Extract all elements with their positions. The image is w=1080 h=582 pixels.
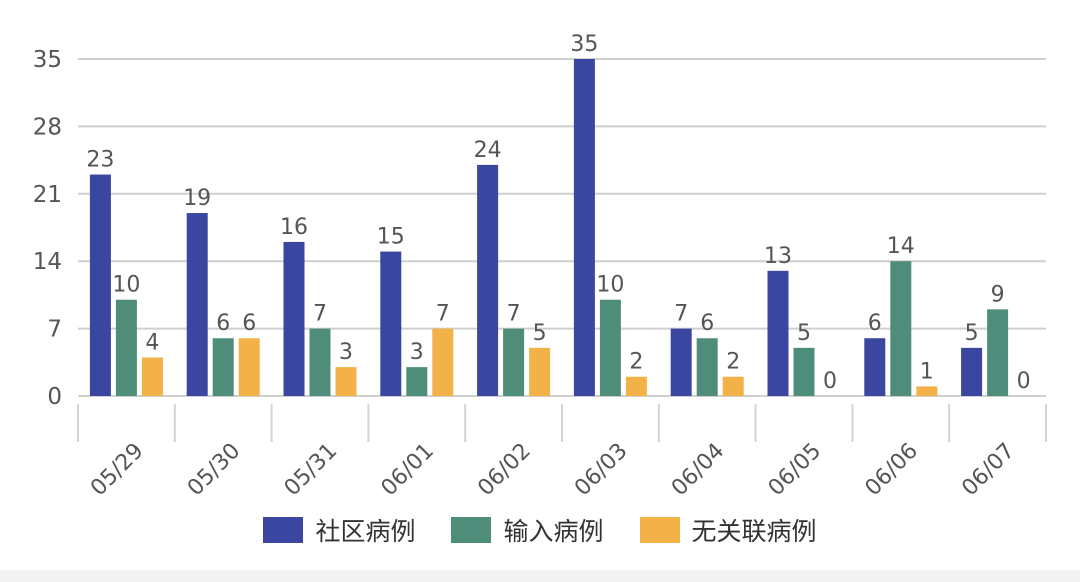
data-label: 19 — [183, 186, 211, 211]
legend-item-imported: 输入病例 — [451, 512, 604, 548]
x-tick-label: 06/07 — [957, 439, 1020, 502]
data-label: 2 — [629, 350, 643, 375]
data-label: 2 — [726, 350, 740, 375]
data-label: 13 — [764, 244, 792, 269]
legend-swatch-community — [263, 517, 304, 543]
data-label: 7 — [313, 302, 327, 327]
data-label: 6 — [216, 311, 230, 336]
bar — [477, 164, 499, 396]
bar — [864, 338, 886, 396]
bar — [89, 174, 111, 396]
legend-swatch-imported — [451, 517, 492, 543]
data-label: 7 — [436, 302, 450, 327]
data-label: 10 — [112, 273, 140, 298]
bar — [987, 309, 1009, 396]
legend-label-community: 社区病例 — [315, 517, 416, 546]
data-label: 5 — [533, 321, 547, 346]
data-label: 5 — [965, 321, 979, 346]
y-tick-label: 21 — [33, 182, 62, 208]
legend-swatch-unlinked — [639, 517, 680, 543]
x-tick-label: 05/31 — [280, 439, 343, 502]
bar — [670, 328, 692, 396]
y-tick-label: 0 — [47, 384, 62, 410]
bar — [793, 347, 815, 396]
data-label: 9 — [991, 282, 1005, 307]
data-label: 6 — [868, 311, 882, 336]
x-tick-label: 06/05 — [764, 439, 827, 502]
bar — [625, 376, 647, 396]
bar — [141, 357, 163, 396]
data-label: 6 — [242, 311, 256, 336]
data-label: 10 — [596, 273, 624, 298]
bar — [380, 251, 402, 396]
bar — [503, 328, 525, 396]
bar — [890, 261, 912, 396]
data-label: 14 — [887, 234, 915, 259]
bar — [529, 347, 551, 396]
bar — [406, 367, 428, 396]
y-tick-label: 35 — [33, 47, 62, 73]
x-tick-label: 05/30 — [183, 439, 246, 502]
x-tick-label: 06/06 — [861, 439, 924, 502]
data-label: 0 — [823, 369, 837, 394]
bar — [916, 386, 938, 396]
data-label: 15 — [377, 225, 405, 250]
data-label: 6 — [700, 311, 714, 336]
y-tick-label: 14 — [33, 249, 62, 275]
legend-label-unlinked: 无关联病例 — [691, 517, 817, 546]
legend-label-imported: 输入病例 — [503, 517, 604, 546]
data-label: 23 — [86, 148, 114, 173]
data-label: 3 — [339, 340, 353, 365]
bar — [186, 213, 208, 396]
legend: 社区病例 输入病例 无关联病例 — [0, 512, 1080, 548]
x-tick-label: 06/02 — [473, 439, 536, 502]
y-tick-label: 7 — [47, 317, 62, 343]
data-label: 16 — [280, 215, 308, 240]
x-tick-label: 06/04 — [667, 439, 730, 502]
bar — [599, 299, 621, 396]
data-label: 35 — [570, 32, 598, 57]
legend-item-community: 社区病例 — [263, 512, 415, 548]
y-tick-label: 28 — [33, 114, 62, 140]
bar — [238, 338, 260, 396]
bar — [432, 328, 454, 396]
data-label: 4 — [145, 330, 159, 355]
data-label: 0 — [1017, 369, 1031, 394]
bar — [573, 59, 595, 396]
data-label: 5 — [797, 321, 811, 346]
x-tick-label: 06/01 — [377, 439, 440, 502]
bar — [722, 376, 744, 396]
bar — [961, 347, 983, 396]
data-label: 7 — [507, 302, 521, 327]
legend-item-unlinked: 无关联病例 — [639, 512, 817, 548]
bottom-strip — [0, 570, 1080, 582]
data-label: 24 — [474, 138, 502, 163]
data-label: 1 — [920, 359, 934, 384]
x-tick-label: 05/29 — [86, 439, 149, 502]
data-label: 7 — [674, 302, 688, 327]
bar — [115, 299, 137, 396]
data-label: 3 — [410, 340, 424, 365]
bar — [309, 328, 331, 396]
bar — [212, 338, 234, 396]
bar — [696, 338, 718, 396]
bar — [767, 270, 789, 396]
bar — [283, 241, 305, 396]
x-tick-label: 06/03 — [570, 439, 633, 502]
bar — [335, 367, 357, 396]
